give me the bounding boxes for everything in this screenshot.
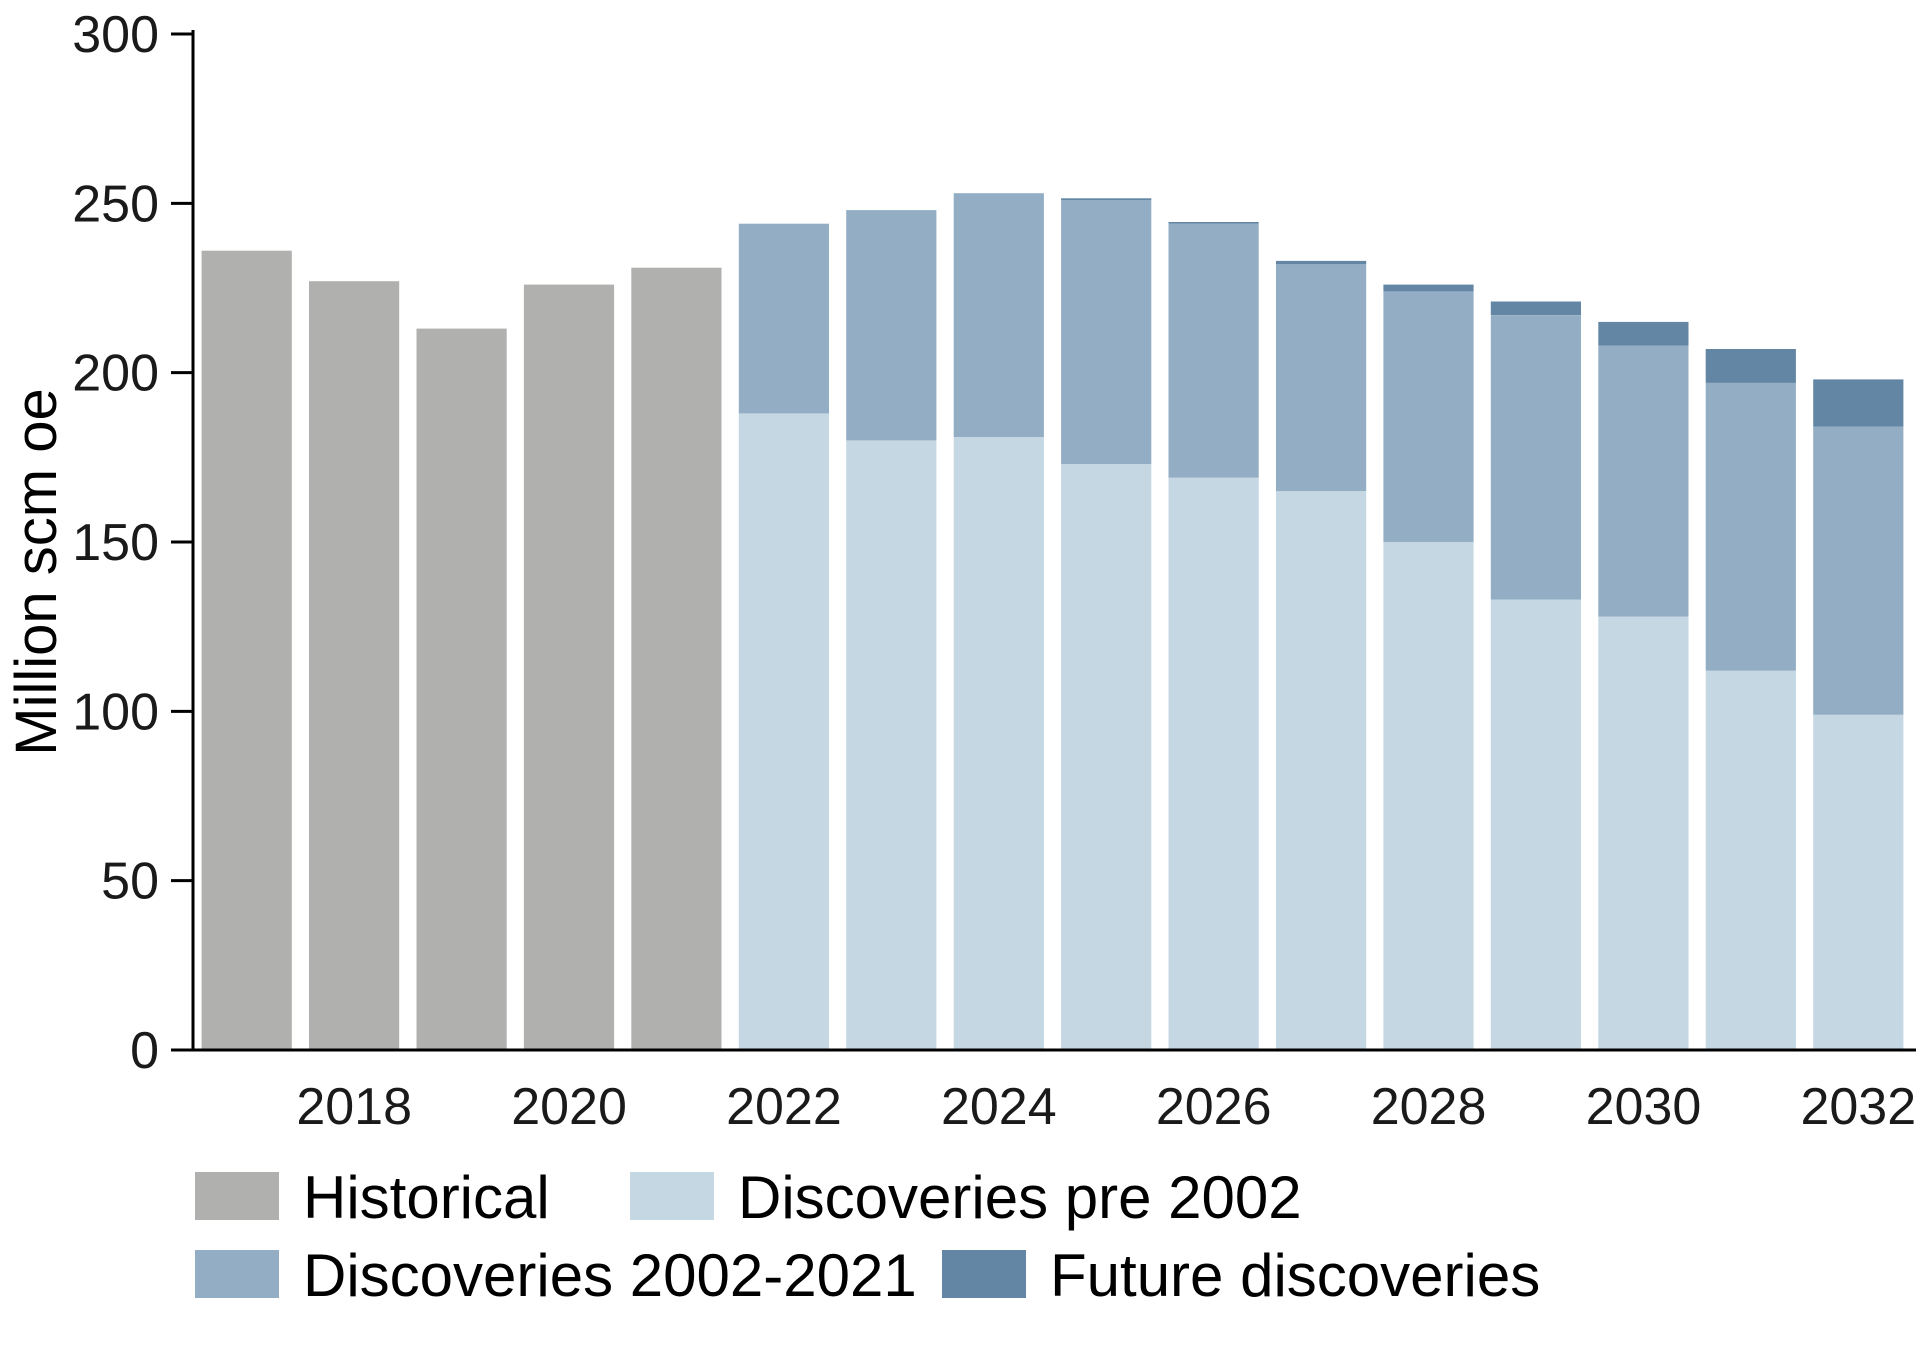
bar-discoveries-pre-2002-2032 <box>1813 714 1904 1050</box>
y-tick-label-250: 250 <box>72 175 159 233</box>
bar-historical-2019 <box>416 328 507 1051</box>
x-tick-label-2022: 2022 <box>726 1078 842 1136</box>
bar-discoveries-2002-2021-2029 <box>1490 315 1581 600</box>
x-tick-label-2032: 2032 <box>1800 1078 1916 1136</box>
bar-discoveries-2002-2021-2022 <box>738 223 829 414</box>
bar-discoveries-pre-2002-2026 <box>1168 477 1259 1050</box>
x-tick-label-2020: 2020 <box>511 1078 627 1136</box>
bar-future-discoveries-2029 <box>1490 301 1581 315</box>
axes-group: 0 50 100 150 200 250 300 2018 2020 2022 2024 2026 20… <box>72 6 1916 1136</box>
bar-future-discoveries-2031 <box>1705 349 1796 383</box>
bar-future-discoveries-2030 <box>1598 321 1689 346</box>
bar-discoveries-2002-2021-2026 <box>1168 223 1259 478</box>
bar-discoveries-2002-2021-2024 <box>953 193 1044 437</box>
legend-swatch-future-discoveries <box>942 1250 1026 1298</box>
bar-discoveries-2002-2021-2030 <box>1598 345 1689 617</box>
y-tick-label-50: 50 <box>101 853 159 911</box>
y-tick-label-150: 150 <box>72 514 159 572</box>
x-tick-label-2028: 2028 <box>1371 1078 1487 1136</box>
bar-discoveries-pre-2002-2030 <box>1598 616 1689 1050</box>
bar-discoveries-pre-2002-2025 <box>1061 464 1152 1051</box>
y-tick-label-0: 0 <box>130 1022 159 1080</box>
bar-discoveries-pre-2002-2029 <box>1490 599 1581 1050</box>
bar-future-discoveries-2026 <box>1168 222 1259 224</box>
bar-discoveries-2002-2021-2031 <box>1705 382 1796 671</box>
x-tick-label-2018: 2018 <box>296 1078 412 1136</box>
x-tick-label-2026: 2026 <box>1156 1078 1272 1136</box>
bar-discoveries-pre-2002-2027 <box>1276 491 1367 1050</box>
y-tick-label-300: 300 <box>72 6 159 64</box>
bar-discoveries-pre-2002-2022 <box>738 413 829 1050</box>
legend-label-discoveries-pre-2002: Discoveries pre 2002 <box>738 1164 1302 1231</box>
legend-swatch-historical <box>195 1172 279 1220</box>
bar-discoveries-pre-2002-2024 <box>953 437 1044 1050</box>
legend: Historical Discoveries pre 2002 Discoverie… <box>195 1164 1540 1309</box>
bar-discoveries-2002-2021-2027 <box>1276 264 1367 492</box>
bar-historical-2020 <box>523 284 615 1051</box>
x-tick-label-2024: 2024 <box>941 1078 1057 1136</box>
bar-discoveries-2002-2021-2023 <box>846 210 937 441</box>
legend-swatch-discoveries-pre-2002 <box>630 1172 714 1220</box>
bar-future-discoveries-2032 <box>1813 379 1904 427</box>
legend-label-discoveries-2002-2021: Discoveries 2002-2021 <box>303 1242 917 1309</box>
bar-discoveries-pre-2002-2028 <box>1383 542 1474 1050</box>
bar-historical-2017 <box>201 250 292 1050</box>
bar-discoveries-2002-2021-2032 <box>1813 426 1904 715</box>
bar-historical-2021 <box>631 267 722 1050</box>
bar-future-discoveries-2028 <box>1383 284 1474 292</box>
legend-label-future-discoveries: Future discoveries <box>1050 1242 1540 1309</box>
legend-swatch-discoveries-2002-2021 <box>195 1250 279 1298</box>
y-axis-title: Million scm oe <box>4 388 69 755</box>
y-tick-label-200: 200 <box>72 345 159 403</box>
legend-label-historical: Historical <box>303 1164 550 1231</box>
bar-discoveries-pre-2002-2023 <box>846 440 937 1050</box>
y-tick-label-100: 100 <box>72 683 159 741</box>
bar-discoveries-2002-2021-2025 <box>1061 199 1152 465</box>
bar-discoveries-pre-2002-2031 <box>1705 670 1796 1050</box>
bars-group <box>201 193 1904 1051</box>
bar-future-discoveries-2025 <box>1061 198 1152 200</box>
bar-future-discoveries-2027 <box>1276 260 1367 265</box>
bar-historical-2018 <box>309 281 400 1050</box>
bar-discoveries-2002-2021-2028 <box>1383 291 1474 542</box>
x-tick-label-2030: 2030 <box>1586 1078 1702 1136</box>
